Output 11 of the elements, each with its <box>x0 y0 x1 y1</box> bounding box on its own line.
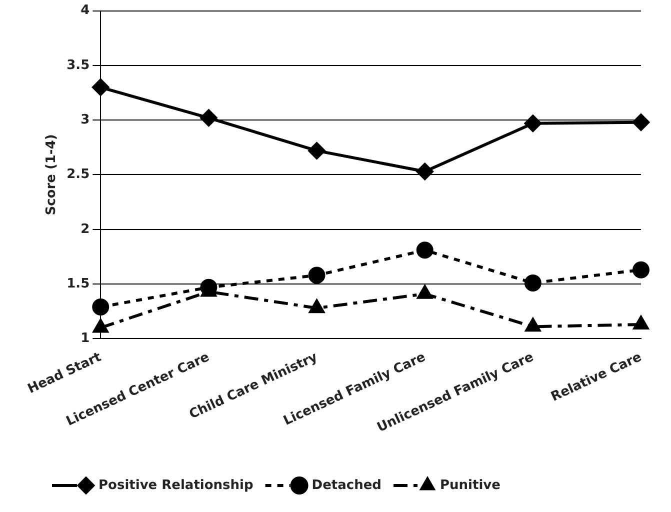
y-tick-label: 3.5 <box>66 58 90 73</box>
y-tick-label: 1.5 <box>66 276 90 292</box>
y-tick-label: 1 <box>80 331 90 346</box>
y-tick-label: 3 <box>80 112 90 128</box>
y-axis-title: Score (1-4) <box>44 134 60 216</box>
legend-label: Punitive <box>440 478 501 493</box>
legend-label: Positive Relationship <box>98 478 254 493</box>
y-tick-label: 4 <box>80 3 90 18</box>
y-tick-label: 2 <box>80 222 90 237</box>
legend-label: Detached <box>312 478 382 493</box>
y-tick-label: 2.5 <box>66 167 90 182</box>
